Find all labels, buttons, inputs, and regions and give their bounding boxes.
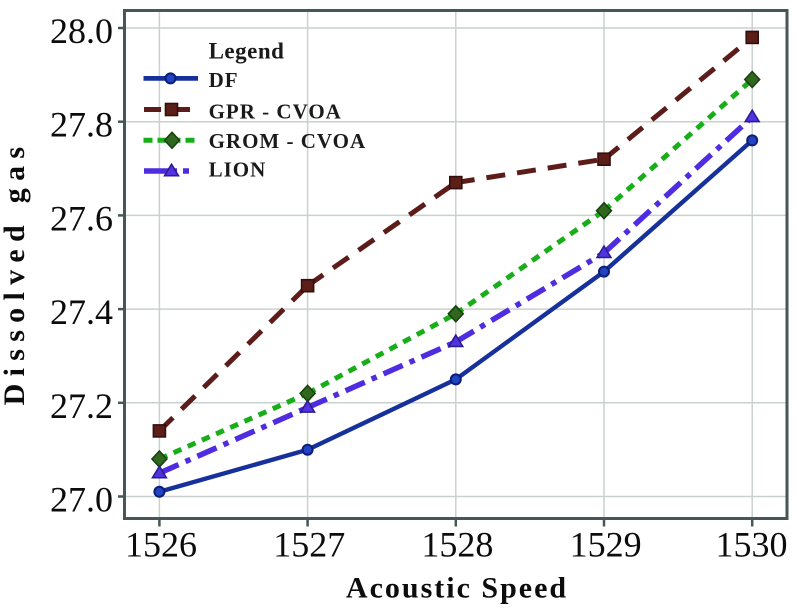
svg-text:Legend: Legend [209, 38, 285, 63]
svg-text:1526: 1526 [125, 525, 197, 565]
svg-text:27.4: 27.4 [50, 292, 113, 332]
svg-text:1529: 1529 [570, 525, 642, 565]
svg-text:1527: 1527 [273, 525, 345, 565]
svg-text:27.8: 27.8 [50, 105, 113, 145]
svg-text:Dissolved gas: Dissolved gas [0, 140, 31, 406]
svg-text:Acoustic Speed: Acoustic Speed [346, 572, 568, 605]
svg-text:28.0: 28.0 [50, 11, 113, 51]
svg-text:LION: LION [209, 158, 267, 182]
svg-text:GROM - CVOA: GROM - CVOA [209, 129, 367, 153]
svg-text:GPR - CVOA: GPR - CVOA [209, 100, 342, 124]
svg-text:1530: 1530 [716, 525, 788, 565]
svg-text:27.2: 27.2 [50, 386, 113, 426]
svg-text:1528: 1528 [421, 525, 493, 565]
svg-text:27.0: 27.0 [50, 480, 113, 520]
svg-text:DF: DF [209, 68, 239, 92]
svg-text:27.6: 27.6 [50, 198, 113, 238]
